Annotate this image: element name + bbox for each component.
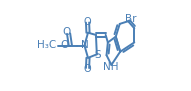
Text: O: O — [60, 40, 68, 51]
Text: H₃C: H₃C — [36, 40, 56, 51]
Text: O: O — [83, 17, 91, 27]
Text: Br: Br — [125, 14, 137, 24]
Text: O: O — [83, 64, 91, 74]
Text: S: S — [94, 50, 101, 60]
Text: NH: NH — [103, 62, 118, 72]
Text: O: O — [62, 27, 70, 37]
Text: N: N — [81, 40, 88, 51]
